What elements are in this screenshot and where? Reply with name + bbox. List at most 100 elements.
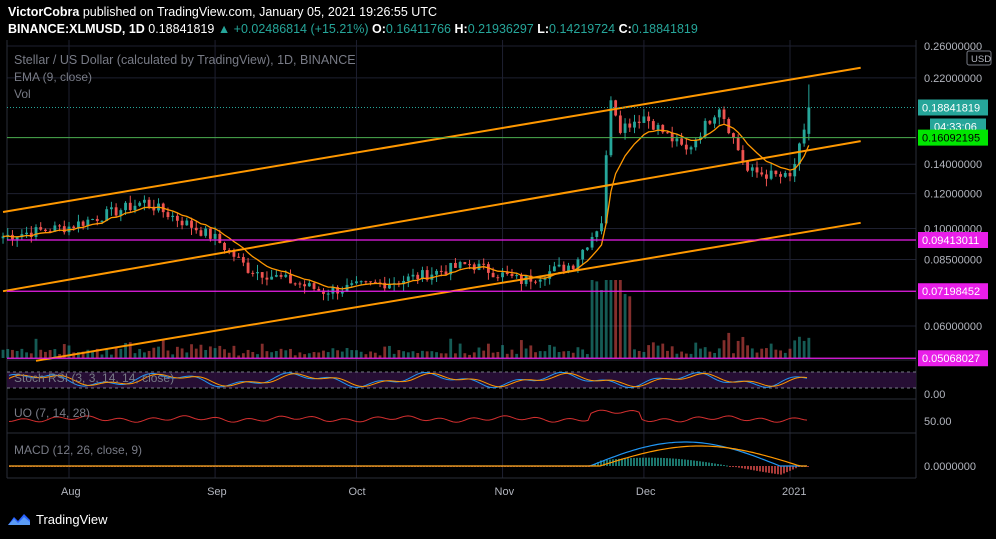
volume-bar <box>256 354 259 358</box>
candle-body <box>482 263 486 265</box>
close-value: 0.18841819 <box>631 22 698 36</box>
high-label: H: <box>454 22 468 36</box>
macd-histogram-bar <box>738 466 740 468</box>
candle-body <box>265 277 269 280</box>
candle-body <box>119 210 123 216</box>
volume-bar <box>44 351 47 358</box>
candle-body <box>53 225 57 232</box>
candle-body <box>72 226 76 229</box>
volume-bar <box>538 351 542 358</box>
price-tag-green-level <box>918 129 988 146</box>
candle-body <box>609 100 613 156</box>
volume-bar <box>534 352 537 358</box>
symbol-ohlc: BINANCE:XLMUSD, 1D 0.18841819 ▲ +0.02486… <box>8 22 698 36</box>
candle-body <box>241 257 245 263</box>
macd-histogram-bar <box>747 466 749 470</box>
volume-bars <box>1 280 811 358</box>
volume-bar <box>562 351 566 358</box>
candle-body <box>20 234 24 238</box>
uo-legend[interactable]: UO (7, 14, 28) <box>14 406 91 420</box>
volume-bar <box>237 355 241 358</box>
macd-histogram-bar <box>783 466 785 474</box>
macd-histogram-bar <box>726 465 728 467</box>
volume-bar <box>581 349 585 358</box>
volume-bar <box>590 280 594 358</box>
macd-histogram-bar <box>699 461 701 466</box>
volume-bar <box>689 353 693 358</box>
macd-histogram-bar <box>681 459 683 466</box>
candle-body <box>581 249 585 260</box>
volume-bar <box>392 353 396 358</box>
volume-bar <box>675 353 679 358</box>
volume-bar <box>77 352 80 358</box>
macd-histogram-bar <box>744 466 746 469</box>
time-tick-label: Nov <box>495 486 515 498</box>
author-name[interactable]: VictorCobra <box>8 5 80 19</box>
candle-body <box>571 265 575 270</box>
volume-bar <box>595 281 599 358</box>
candle-body <box>100 220 104 222</box>
candle-body <box>303 284 307 287</box>
time-axis[interactable]: Aug Sep Oct Nov Dec 2021 <box>61 486 806 498</box>
candle-body <box>128 202 132 211</box>
candle-body <box>774 170 778 175</box>
candle-body <box>444 271 448 275</box>
macd-histogram-bar <box>789 466 791 471</box>
macd-histogram-bar <box>759 466 761 472</box>
time-tick-label: Aug <box>61 486 81 498</box>
ema-legend[interactable]: EMA (9, close) <box>14 70 93 84</box>
volume-bar <box>482 350 486 358</box>
candle-body <box>694 139 698 148</box>
candle-body <box>237 256 241 258</box>
candle-body <box>48 231 52 233</box>
macd-histogram-bar <box>771 466 773 474</box>
price-tag-text: 0.07198452 <box>922 286 980 298</box>
macd-pane: 0.0000000 <box>9 441 976 475</box>
volume-bar <box>708 351 712 358</box>
volume-bar <box>62 344 66 358</box>
price-axis[interactable]: 0.26000000 0.22000000 0.14000000 0.12000000… <box>918 41 992 367</box>
macd-histogram-bar <box>705 462 707 466</box>
ema-line <box>2 123 810 290</box>
time-tick-label: Oct <box>348 486 365 498</box>
macd-legend[interactable]: MACD (12, 26, close, 9) <box>14 443 143 457</box>
volume-bar <box>755 352 759 358</box>
volume-bar <box>765 348 768 358</box>
volume-bar <box>552 346 556 358</box>
macd-histogram-bar <box>600 460 602 466</box>
candle-body <box>793 164 797 177</box>
volume-bar <box>124 342 127 358</box>
volume-bar <box>548 344 552 358</box>
candle-body <box>562 264 566 272</box>
candle-body <box>364 281 368 283</box>
volume-bar <box>378 355 382 358</box>
stoch-legend[interactable]: Stoch RSI (3, 3, 14, 14, close) <box>14 371 175 385</box>
candle-body <box>1 236 5 239</box>
candle-body <box>256 272 259 274</box>
candle-body <box>708 120 712 124</box>
volume-bar <box>699 348 702 358</box>
candle-body <box>425 270 429 280</box>
candle-body <box>336 287 340 294</box>
candle-body <box>416 274 420 280</box>
price-tag-magenta-level <box>918 350 988 367</box>
unit-label: USD <box>971 54 991 65</box>
candle-body <box>501 272 504 278</box>
candle-body <box>29 232 33 237</box>
macd-histogram-bar <box>663 458 665 466</box>
volume-bar <box>152 347 156 358</box>
price-chart[interactable]: 0.00 50.00 0.0000000 0.26000000 0.2200000… <box>0 40 996 506</box>
vol-legend[interactable]: Vol <box>14 87 31 101</box>
open-label: O: <box>372 22 386 36</box>
tradingview-footer[interactable]: TradingView <box>8 512 108 527</box>
macd-histogram-bar <box>774 466 776 474</box>
close-label: C: <box>618 22 632 36</box>
macd-histogram-bar <box>762 466 764 472</box>
volume-bar <box>119 348 123 358</box>
volume-bar <box>133 353 137 358</box>
candle-body <box>81 221 85 226</box>
horizontal-levels[interactable] <box>7 106 916 359</box>
high-value: 0.21936297 <box>467 22 534 36</box>
channel-lines[interactable] <box>2 66 861 362</box>
candle-body <box>204 228 208 236</box>
